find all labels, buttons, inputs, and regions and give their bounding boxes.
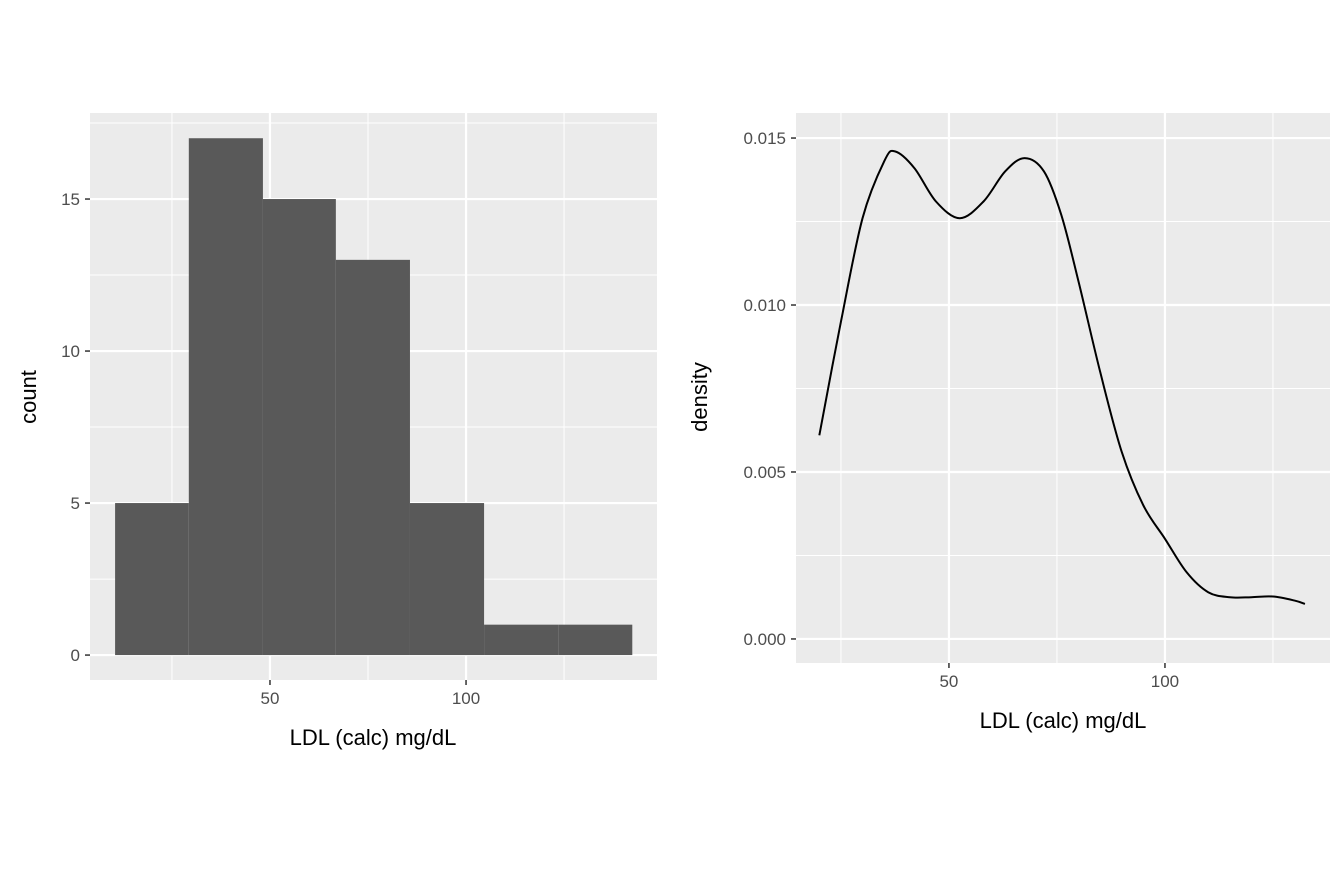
- density-panel: 50 100 0.000 0.005 0.010 0.015: [743, 113, 1330, 691]
- y-tick-label: 5: [71, 494, 80, 513]
- density-y-axis-title: density: [687, 362, 712, 432]
- x-tick-label: 50: [261, 689, 280, 708]
- density-line: [818, 149, 1306, 605]
- histogram-bar: [409, 503, 485, 656]
- histogram-bar: [262, 199, 336, 656]
- y-tick-label: 0.000: [743, 630, 786, 649]
- histogram-y-axis-title: count: [16, 370, 41, 424]
- x-tick-label: 100: [452, 689, 480, 708]
- y-tick-label: 10: [61, 342, 80, 361]
- histogram-panel: 50 100 0 5 10 15: [61, 113, 657, 708]
- x-tick-label: 50: [939, 672, 958, 691]
- panel-background: [796, 113, 1330, 663]
- y-tick-label: 0: [71, 646, 80, 665]
- y-tick-label: 15: [61, 190, 80, 209]
- histogram-bar: [188, 138, 263, 656]
- histogram-bar: [558, 624, 633, 656]
- density-x-axis-title: LDL (calc) mg/dL: [980, 708, 1147, 733]
- histogram-bar: [115, 503, 189, 656]
- histogram-x-axis-title: LDL (calc) mg/dL: [290, 725, 457, 750]
- x-tick-label: 100: [1151, 672, 1179, 691]
- histogram-bar: [484, 624, 559, 656]
- histogram-bar: [335, 259, 410, 656]
- y-tick-label: 0.010: [743, 296, 786, 315]
- y-tick-label: 0.015: [743, 129, 786, 148]
- y-tick-label: 0.005: [743, 463, 786, 482]
